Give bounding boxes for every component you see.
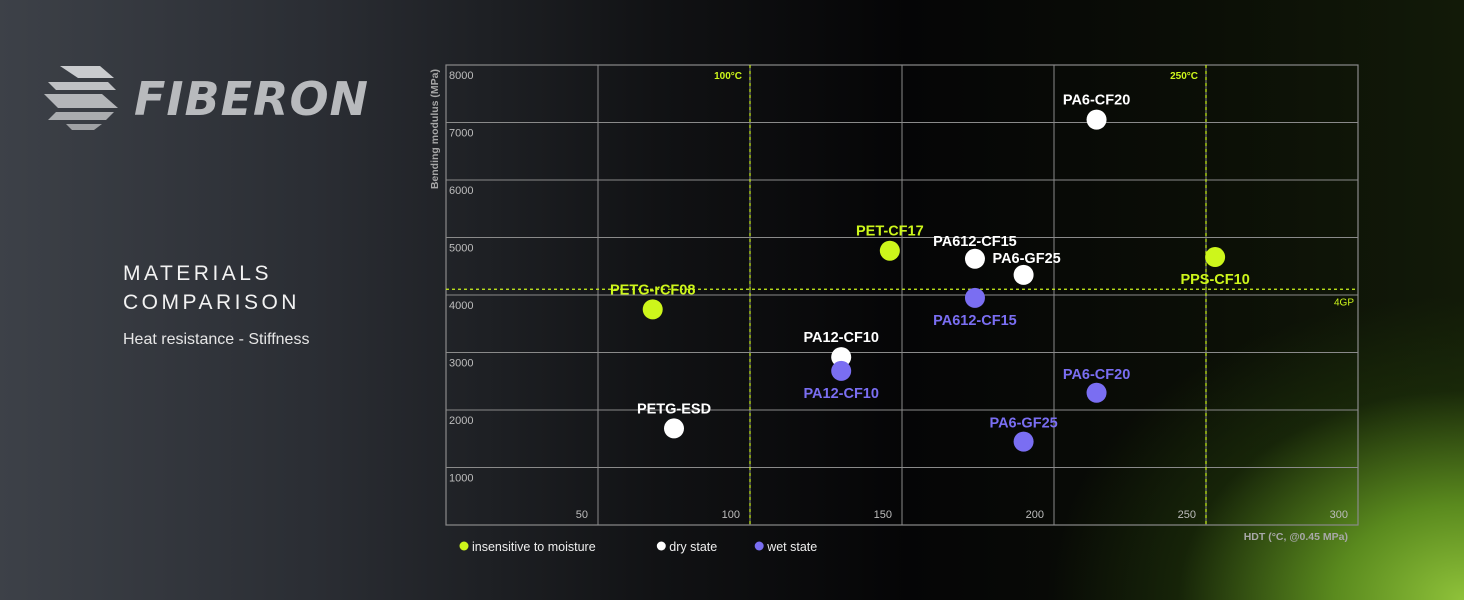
data-label: PA6-CF20 [1063,93,1130,109]
data-label: PA612-CF15 [933,313,1017,329]
reference-label: 100°C [714,71,742,82]
legend-label: wet state [766,540,817,554]
reference-label: 250°C [1170,71,1198,82]
data-label: PA6-CF20 [1063,367,1130,383]
data-label: PA6-GF25 [989,416,1057,432]
data-point [831,360,852,381]
brand-name: FIBERON [134,72,370,126]
data-point [642,299,663,320]
data-point [1086,382,1107,403]
x-axis-title: HDT (°C, @0.45 MPa) [1244,531,1348,543]
data-point [1205,247,1226,268]
x-tick-label: 250 [1178,509,1196,521]
fiberon-logo-icon [44,66,118,130]
data-label: PETG-ESD [637,401,711,417]
x-tick-label: 200 [1026,509,1044,521]
data-point [879,240,900,261]
data-point [1013,431,1034,452]
legend-marker [459,541,469,551]
y-tick-label: 3000 [449,358,473,370]
data-label: PETG-rCF08 [610,282,695,298]
page-heading: MATERIALS COMPARISON [123,259,300,317]
x-tick-label: 100 [722,509,740,521]
data-point [964,248,985,269]
y-tick-label: 4000 [449,300,473,312]
data-label: PA12-CF10 [803,386,878,402]
legend-label: insensitive to moisture [472,540,596,554]
legend-marker [656,541,666,551]
heading-line-1: MATERIALS [123,262,272,285]
data-label: PPS-CF10 [1180,272,1249,288]
data-label: PA612-CF15 [933,234,1017,250]
data-point [831,347,852,368]
y-tick-label: 2000 [449,415,473,427]
heading-line-2: COMPARISON [123,291,300,314]
data-label: PET-CF17 [856,224,924,240]
y-tick-label: 5000 [449,243,473,255]
data-point [1086,109,1107,130]
x-tick-label: 150 [874,509,892,521]
y-tick-label: 6000 [449,185,473,197]
reference-label: 4GP [1334,297,1354,308]
x-tick-label: 300 [1330,509,1348,521]
legend-label: dry state [669,540,717,554]
data-label: PA6-GF25 [992,251,1060,267]
y-tick-label: 8000 [449,70,473,82]
data-point [964,287,985,308]
page-subtitle: Heat resistance - Stiffness [123,331,310,348]
data-label: PA12-CF10 [803,330,878,346]
plot-frame [445,64,1359,526]
legend-marker [754,541,764,551]
x-tick-label: 50 [576,509,588,521]
y-tick-label: 1000 [449,473,473,485]
data-point [664,418,684,439]
data-point [1013,264,1034,285]
y-tick-label: 7000 [449,128,473,140]
y-axis-title: Bending modulus (MPa) [429,69,441,189]
